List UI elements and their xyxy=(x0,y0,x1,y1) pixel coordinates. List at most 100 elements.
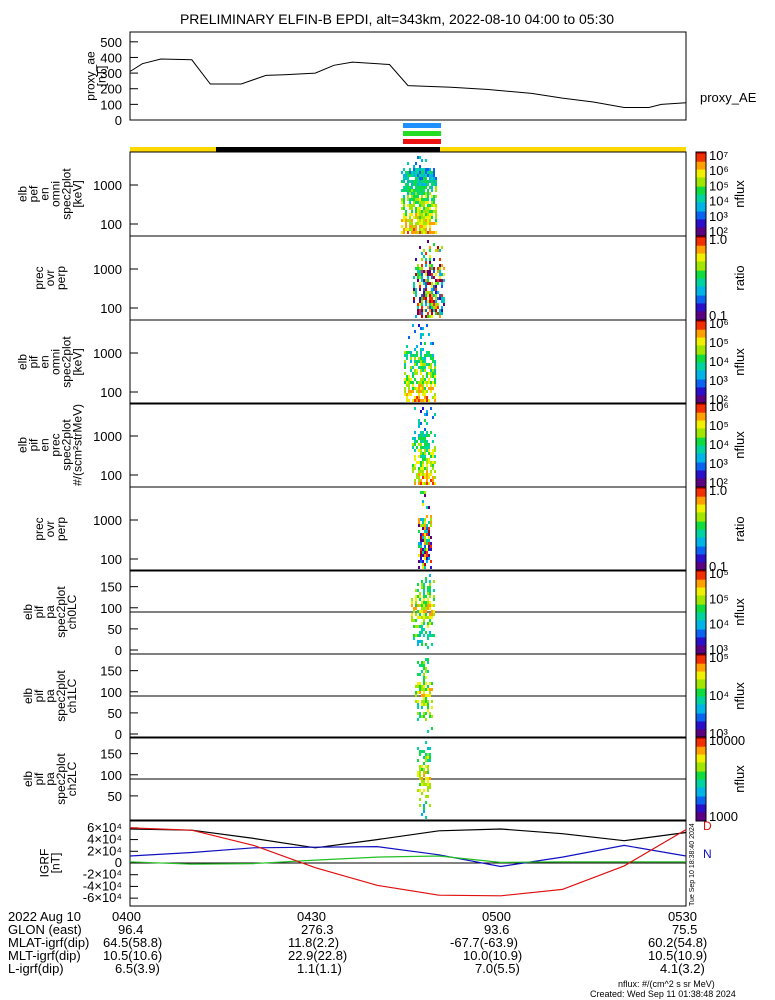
colorbar-cell xyxy=(696,397,706,400)
spectrogram-pixel xyxy=(435,219,437,222)
spectrogram-pixel xyxy=(435,216,437,219)
spectrogram-pixel xyxy=(423,210,425,213)
colorbar-cell xyxy=(696,573,706,576)
spectrogram-pixel xyxy=(420,387,422,390)
panel-y-label-line: pef xyxy=(27,185,41,202)
spectrogram-pixel xyxy=(409,222,411,225)
spectrogram-pixel xyxy=(441,297,443,300)
colorbar-cell xyxy=(696,806,706,809)
colorbar-cell xyxy=(696,271,706,274)
spectrogram-pixel xyxy=(414,437,416,440)
spectrogram-pixel xyxy=(405,177,407,180)
spectrogram-pixel xyxy=(428,548,430,551)
spectrogram-pixel xyxy=(417,747,419,750)
spectrogram-pixel xyxy=(421,219,423,222)
spectrogram-pixel xyxy=(423,228,425,231)
colorbar-cell xyxy=(696,456,706,459)
units-note: nflux: #/(cm^2 s sr MeV) xyxy=(618,979,715,989)
colorbar-cell xyxy=(696,707,706,710)
spectrogram-pixel xyxy=(415,162,417,165)
spectrogram-pixel xyxy=(430,461,432,464)
spectrogram-pixel xyxy=(414,431,416,434)
igrf-y-label-line: IGRF xyxy=(38,849,52,878)
spectrogram-pixel xyxy=(427,730,429,733)
spectrogram-pixel xyxy=(435,288,437,291)
spectrogram-pixel xyxy=(433,604,435,607)
colorbar-cell xyxy=(696,296,706,299)
colorbar-cell xyxy=(696,323,706,326)
science-bar-blue xyxy=(403,123,441,128)
spectrogram-pixel xyxy=(434,461,436,464)
spectrogram-pixel xyxy=(430,381,432,384)
spectrogram-pixel xyxy=(421,294,423,297)
colorbar-cell xyxy=(696,184,706,187)
spectrogram-pixel xyxy=(419,210,421,213)
spectrogram-pixel xyxy=(417,589,419,592)
spectrogram-pixel xyxy=(419,753,421,756)
spectrogram-pixel xyxy=(427,273,429,276)
spectrogram-pixel xyxy=(425,273,427,276)
colorbar-cell xyxy=(696,615,706,618)
spectrogram-pixel xyxy=(418,419,420,422)
spectrogram-pixel xyxy=(434,434,436,437)
colorbar-cell xyxy=(696,171,706,174)
spectrogram-pixel xyxy=(425,183,427,186)
colorbar-cell xyxy=(696,379,706,381)
spectrogram-pixel xyxy=(418,399,420,402)
spectrogram-pixel xyxy=(424,378,426,381)
spectrogram-pixel xyxy=(411,616,413,619)
spectrogram-pixel xyxy=(427,607,429,610)
spectrogram-pixel xyxy=(423,288,425,291)
spectrogram-pixel xyxy=(421,213,423,216)
spectrogram-pixel xyxy=(425,753,427,756)
panel-y-tick-label: 150 xyxy=(100,747,122,762)
spectrogram-pixel xyxy=(425,795,427,798)
spectrogram-pixel xyxy=(423,255,425,258)
colorbar-cell xyxy=(696,159,706,162)
spectrogram-pixel xyxy=(429,249,431,252)
colorbar-cell xyxy=(696,553,706,556)
spectrogram-pixel xyxy=(414,482,416,485)
colorbar-cell xyxy=(696,726,706,728)
colorbar-tick-label: 0.1 xyxy=(709,308,727,323)
spectrogram-pixel xyxy=(417,583,419,586)
spectrogram-pixel xyxy=(423,661,425,664)
colorbar-cell xyxy=(696,548,706,551)
colorbar-cell xyxy=(696,788,706,790)
spectrogram-pixel xyxy=(421,258,423,261)
spectrogram-pixel xyxy=(424,369,426,372)
panel-y-label-line: en xyxy=(38,187,52,200)
spectrogram-pixel xyxy=(434,372,436,375)
colorbar-cell xyxy=(696,698,706,701)
spectrogram-pixel xyxy=(419,631,421,634)
spectrogram-pixel xyxy=(411,183,413,186)
spectrogram-pixel xyxy=(431,171,433,174)
colorbar-cell xyxy=(696,384,706,387)
colorbar-cell xyxy=(696,320,706,322)
spectrogram-pixel xyxy=(431,309,433,312)
colorbar-cell xyxy=(696,768,706,771)
spectrogram-pixel xyxy=(413,619,415,622)
spectrogram-pixel xyxy=(423,598,425,601)
spectrogram-pixel xyxy=(421,195,423,198)
spectrogram-panel-4: 1001000elbpifenprecspec2plot#/(scm²strMe… xyxy=(16,402,687,488)
spectrogram-pixel xyxy=(425,700,427,703)
spectrogram-pixel xyxy=(430,342,432,345)
colorbar-cell xyxy=(696,376,706,379)
panel-y-label-line: spec2plot xyxy=(54,753,68,805)
panel-y-tick-label: 100 xyxy=(100,217,122,232)
spectrogram-pixel xyxy=(415,189,417,192)
spectrogram-pixel xyxy=(425,631,427,634)
colorbar-cell xyxy=(696,785,706,788)
spectrogram-pixel xyxy=(415,291,417,294)
spectrogram-pixel xyxy=(437,291,439,294)
spectrogram-pixel xyxy=(426,396,428,399)
colorbar-cell xyxy=(696,251,706,254)
colorbar-label-text: ratio xyxy=(732,516,747,541)
spectrogram-pixel xyxy=(422,437,424,440)
spectrogram-pixel xyxy=(413,168,415,171)
colorbar-cell xyxy=(696,358,706,360)
